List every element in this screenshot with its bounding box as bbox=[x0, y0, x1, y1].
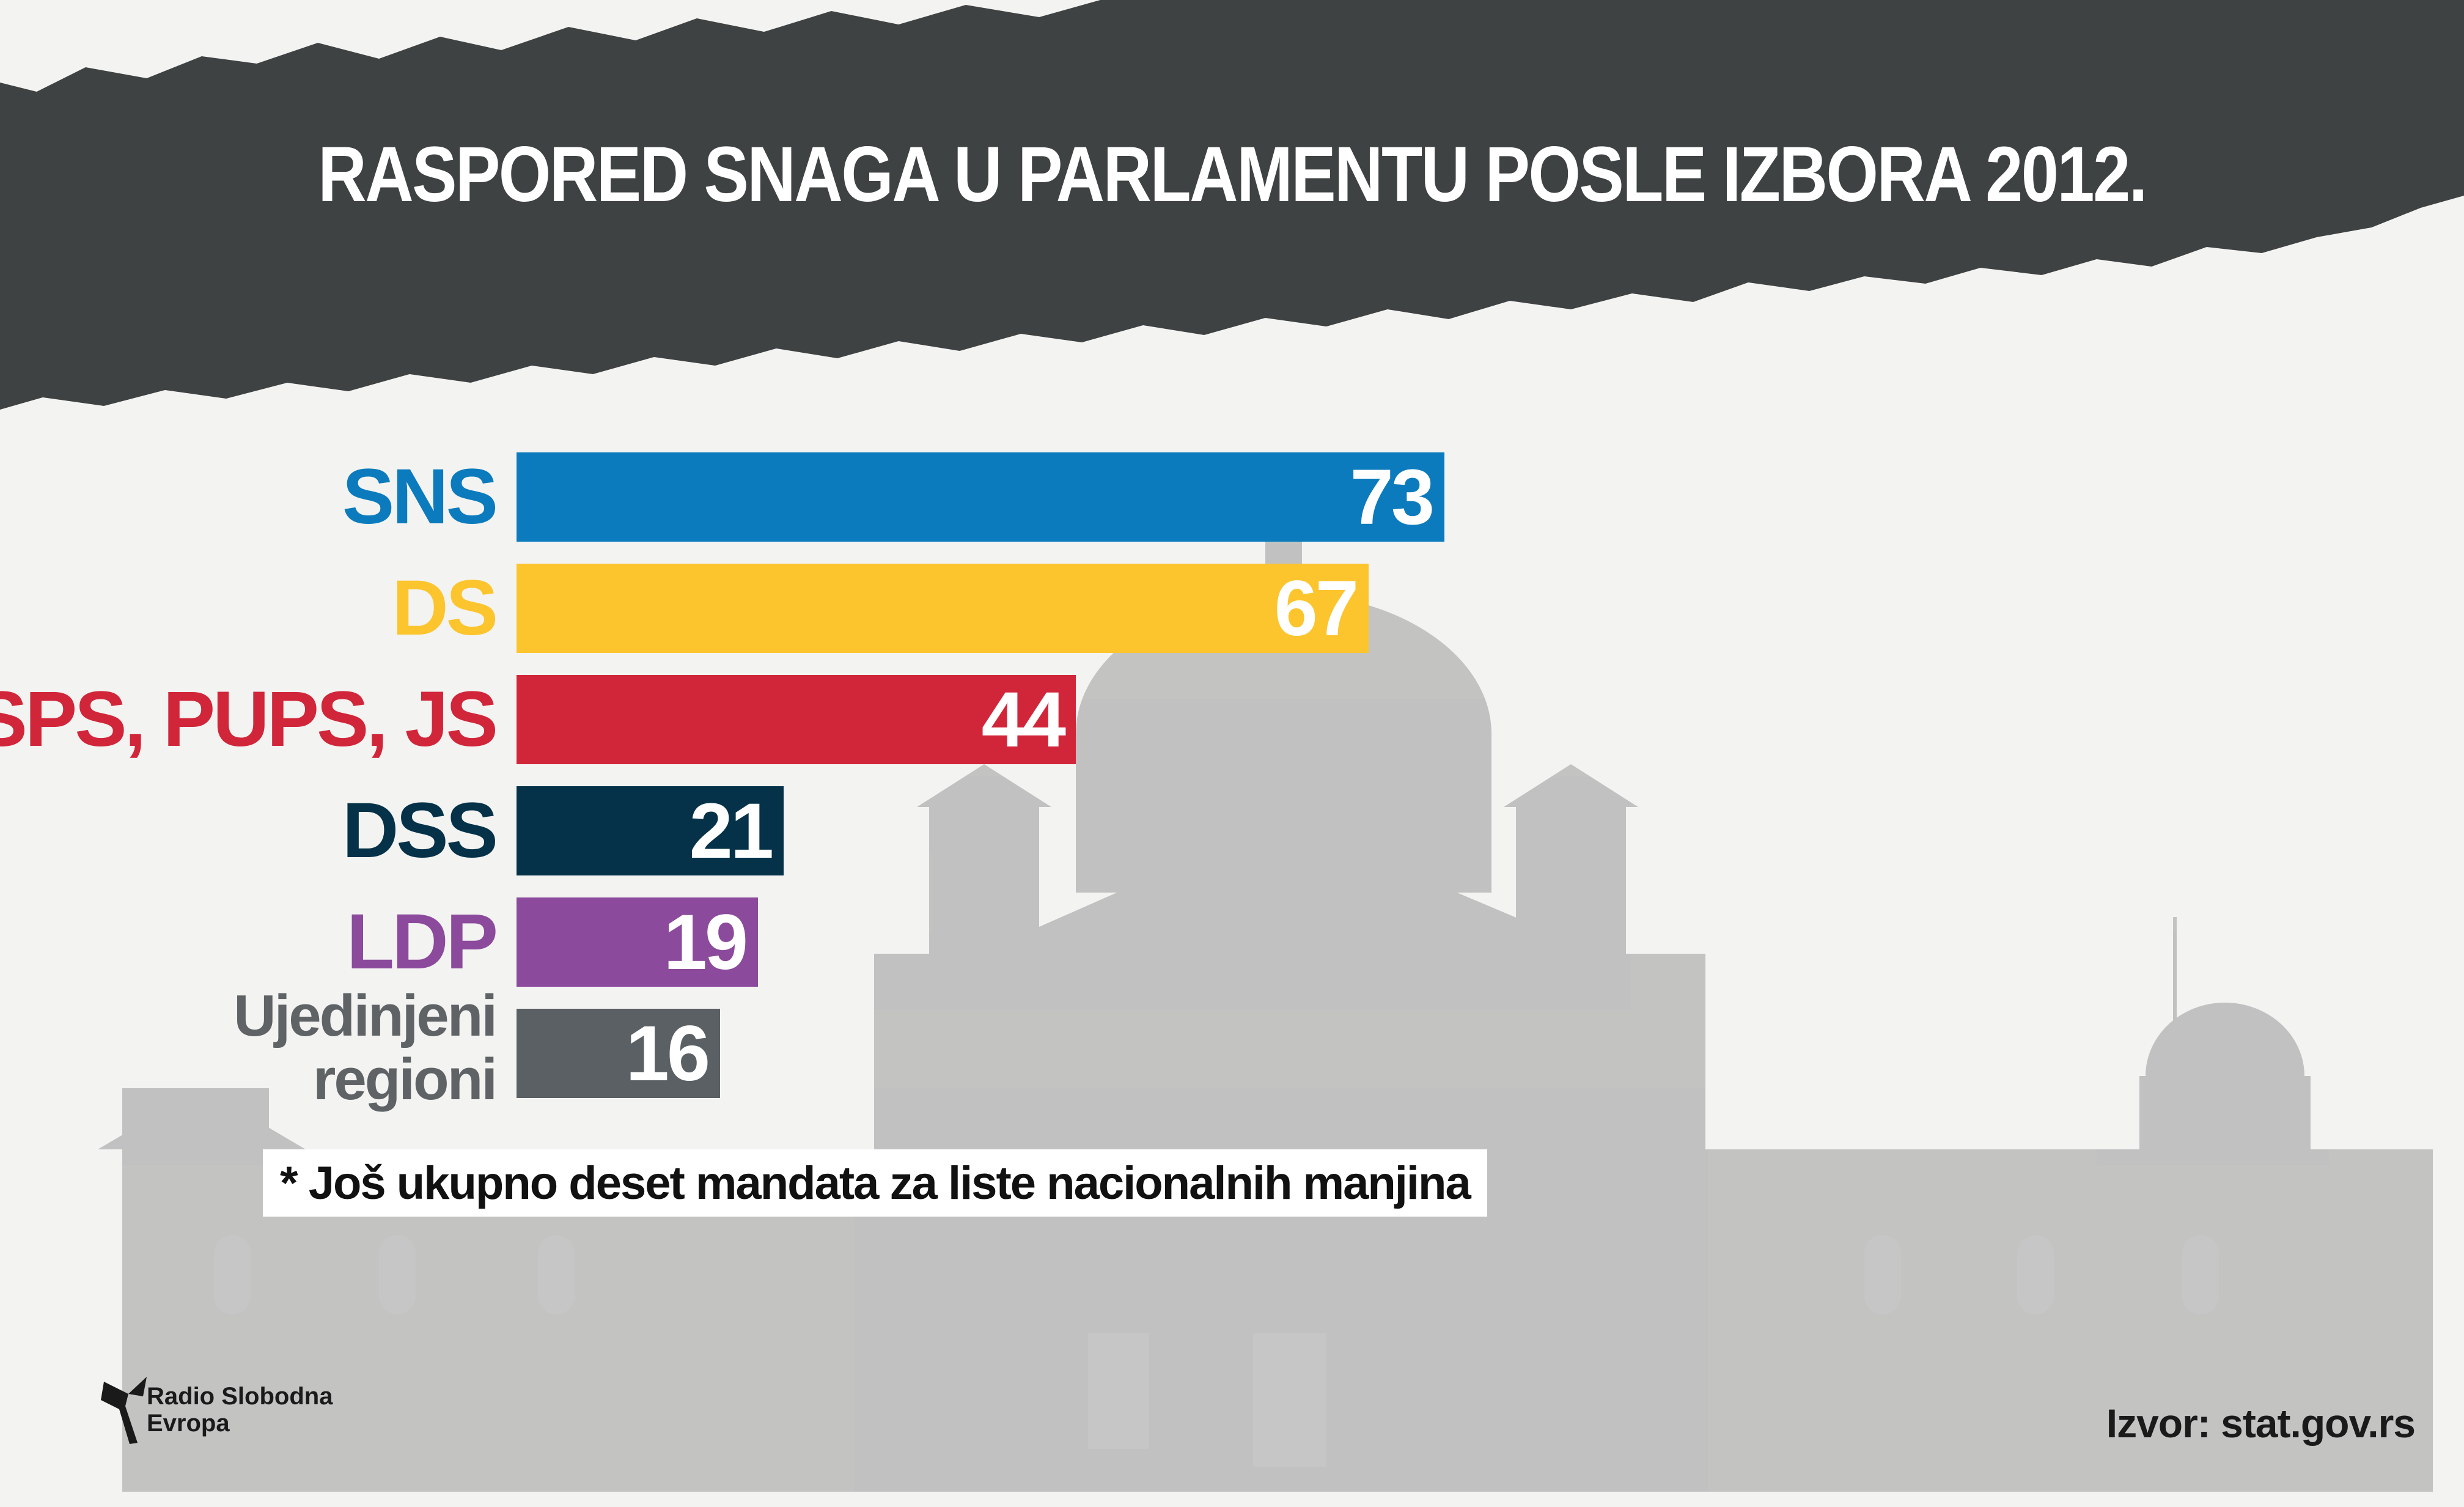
bar: 44 bbox=[517, 675, 1076, 764]
header-band bbox=[0, 0, 2464, 410]
category-label: Ujedinjeni regioni bbox=[234, 983, 498, 1112]
logo-line-2: Evropa bbox=[147, 1410, 230, 1437]
rferl-torch-icon bbox=[101, 1377, 147, 1444]
category-label: DS bbox=[392, 564, 498, 652]
category-label: SPS, PUPS, JS bbox=[0, 676, 498, 763]
bar-value-label: 73 bbox=[1350, 453, 1435, 541]
bar-value-label: 67 bbox=[1274, 564, 1359, 652]
bar: 73 bbox=[517, 452, 1444, 542]
logo-line-1: Radio Slobodna bbox=[147, 1383, 333, 1410]
footnote: * Još ukupno deset mandata za liste naci… bbox=[263, 1149, 1487, 1217]
bar-value-label: 19 bbox=[663, 898, 748, 986]
bar: 67 bbox=[517, 564, 1369, 653]
bar: 21 bbox=[517, 786, 784, 875]
category-label: DSS bbox=[342, 787, 498, 874]
bar-value-label: 16 bbox=[625, 1009, 710, 1097]
logo-text: Radio Slobodna Evropa bbox=[147, 1383, 333, 1437]
bar-value-label: 21 bbox=[689, 787, 774, 875]
bar-value-label: 44 bbox=[981, 676, 1066, 764]
page-title: RASPORED SNAGA U PARLAMENTU POSLE IZBORA… bbox=[318, 130, 2147, 218]
category-label: SNS bbox=[342, 453, 498, 540]
bar: 16 bbox=[517, 1009, 720, 1098]
source-note: Izvor: stat.gov.rs bbox=[2106, 1401, 2416, 1446]
category-label: LDP bbox=[347, 898, 498, 986]
bar: 19 bbox=[517, 897, 758, 987]
